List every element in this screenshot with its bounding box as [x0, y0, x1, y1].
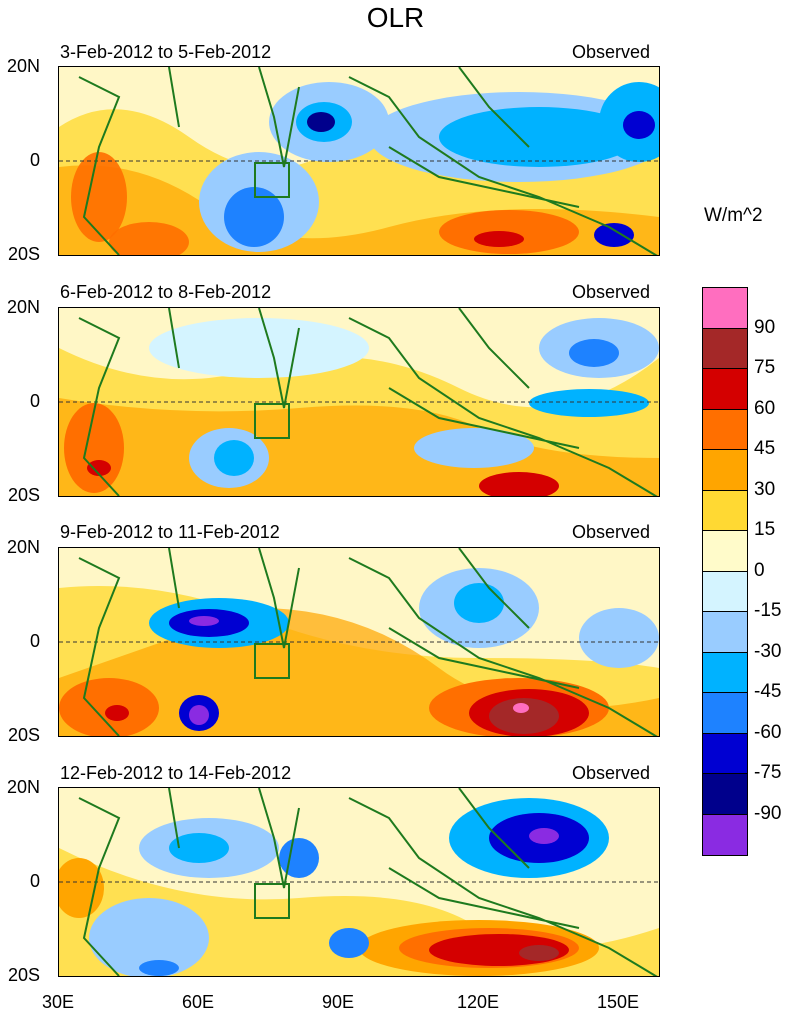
lat-label-0: 0 — [29, 150, 40, 170]
colorbar-swatch — [703, 409, 747, 450]
panel-1-period: 3-Feb-2012 to 5-Feb-2012 — [60, 42, 272, 62]
lat-label-20n: 20N — [6, 297, 40, 317]
colorbar-label: 15 — [754, 519, 776, 540]
lat-label-20s: 20S — [7, 725, 40, 745]
lon-label-90e: 90E — [321, 992, 355, 1012]
colorbar-label: 30 — [754, 478, 776, 500]
panel-2-kind: Observed — [572, 282, 651, 302]
colorbar-label: -45 — [754, 681, 782, 702]
colorbar-label: -30 — [754, 640, 782, 662]
figure-title: OLR — [366, 2, 425, 33]
map-panel-4 — [58, 787, 660, 977]
colorbar-swatch — [703, 531, 747, 572]
olr-field-3 — [59, 548, 659, 736]
panel-3-period: 9-Feb-2012 to 11-Feb-2012 — [60, 522, 280, 542]
colorbar-swatch — [703, 733, 747, 774]
panel-2-period: 6-Feb-2012 to 8-Feb-2012 — [60, 282, 272, 302]
panel-4-kind: Observed — [572, 763, 651, 783]
colorbar-label: 75 — [754, 357, 776, 378]
map-panel-2 — [58, 307, 660, 497]
olr-field-1 — [59, 67, 659, 255]
colorbar-label: -90 — [754, 802, 782, 824]
colorbar-units: W/m^2 — [704, 205, 763, 226]
colorbar-label: 60 — [754, 397, 776, 419]
colorbar-swatch — [703, 450, 747, 491]
colorbar-swatch — [703, 652, 747, 693]
lat-label-0: 0 — [29, 631, 40, 651]
colorbar-swatch — [703, 288, 747, 329]
lat-label-0: 0 — [29, 391, 40, 411]
colorbar-swatch — [703, 490, 747, 531]
lat-label-20n: 20N — [6, 56, 40, 76]
colorbar-swatch — [703, 612, 747, 653]
panel-4-period: 12-Feb-2012 to 14-Feb-2012 — [60, 763, 292, 783]
lon-label-150e: 150E — [596, 992, 640, 1012]
olr-field-2 — [59, 308, 659, 496]
lat-label-0: 0 — [29, 871, 40, 891]
colorbar-label: 0 — [754, 559, 765, 581]
lat-label-20s: 20S — [7, 244, 40, 264]
colorbar-swatch — [703, 693, 747, 734]
lat-label-20n: 20N — [6, 777, 40, 797]
lat-label-20n: 20N — [6, 537, 40, 557]
colorbar-swatch — [703, 774, 747, 815]
lon-label-60e: 60E — [181, 992, 215, 1012]
panel-1-kind: Observed — [572, 42, 651, 62]
olr-field-4 — [59, 788, 659, 976]
lat-label-20s: 20S — [7, 485, 40, 505]
lat-label-20s: 20S — [7, 965, 40, 985]
map-panel-1 — [58, 66, 660, 256]
lon-label-30e: 30E — [41, 992, 75, 1012]
colorbar-label: 90 — [754, 316, 776, 338]
colorbar-label: -75 — [754, 762, 782, 783]
map-panel-3 — [58, 547, 660, 737]
colorbar-swatch — [703, 814, 747, 855]
lon-label-120e: 120E — [456, 992, 500, 1012]
colorbar-swatch — [703, 571, 747, 612]
panel-3-kind: Observed — [572, 522, 651, 542]
colorbar-label: -15 — [754, 600, 782, 621]
colorbar-label: 45 — [754, 438, 776, 459]
colorbar — [702, 287, 748, 856]
colorbar-swatch — [703, 328, 747, 369]
colorbar-label: -60 — [754, 721, 782, 743]
colorbar-swatch — [703, 369, 747, 410]
